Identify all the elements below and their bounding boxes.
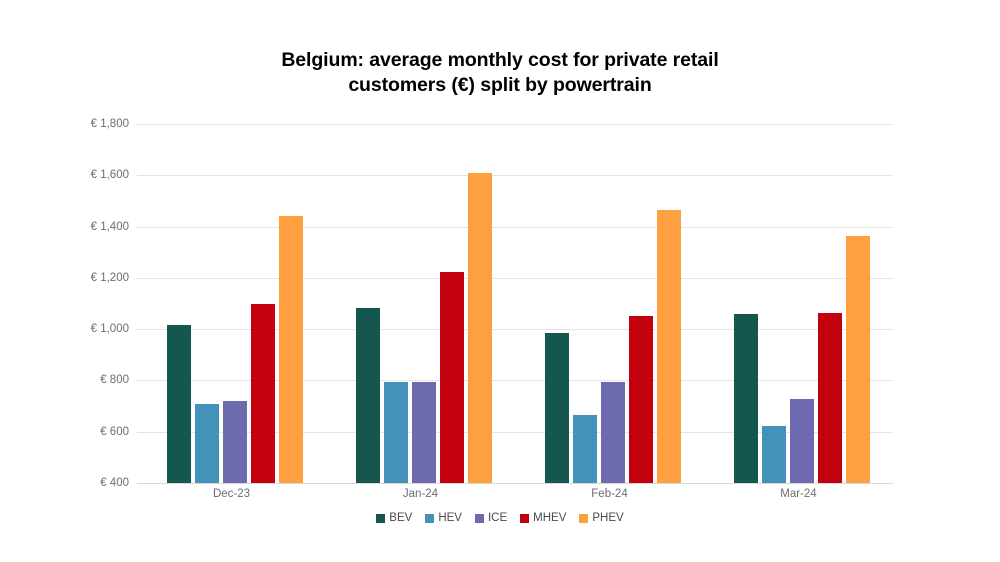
bar-mhev-feb-24 [628,316,653,483]
bar-phev-feb-24 [656,209,681,483]
bar-hev-mar-24 [761,426,786,483]
legend-label: HEV [438,512,462,524]
y-axis-tick-label: € 1,200 [90,271,129,284]
x-axis-tick-label: Jan-24 [402,488,439,500]
chart-legend: BEV HEV ICE MHEV PHEV [0,512,1000,524]
bar-bev-feb-24 [544,333,569,483]
legend-item-bev[interactable]: BEV [376,512,412,524]
bar-hev-jan-24 [383,382,408,483]
x-axis-tick-label: Mar-24 [780,488,817,500]
chart-title: Belgium: average monthly cost for privat… [190,48,810,98]
bar-ice-feb-24 [600,382,625,483]
bar-bev-mar-24 [733,314,758,483]
legend-item-ice[interactable]: ICE [474,512,508,524]
bar-mhev-mar-24 [817,312,842,483]
gridline [137,277,893,279]
gridline [137,380,893,382]
x-axis-tick-label: Feb-24 [591,488,628,500]
gridline [137,483,893,484]
legend-item-mhev[interactable]: MHEV [520,512,566,524]
y-axis-tick-label: € 1,800 [90,118,129,130]
bar-phev-mar-24 [845,236,870,483]
legend-item-hev[interactable]: HEV [425,512,462,524]
y-axis-tick-label: € 600 [100,425,129,438]
legend-swatch-icon [520,513,530,523]
bar-phev-dec-23 [278,216,303,483]
y-axis-tick-label: € 400 [100,477,129,489]
bar-bev-jan-24 [355,308,380,483]
y-axis-tick-label: € 1,000 [90,323,129,336]
legend-swatch-icon [579,513,589,523]
legend-label: MHEV [533,512,567,524]
legend-swatch-icon [425,513,435,523]
chart-title-line-1: Belgium: average monthly cost for privat… [281,49,719,71]
gridline [137,226,893,228]
bar-mhev-jan-24 [439,272,464,483]
y-axis: € 1,800 € 1,600 € 1,400 € 1,200 € 1,000 € 800… [55,118,129,489]
gridline [137,431,893,433]
bar-ice-jan-24 [411,382,436,483]
bar-bev-dec-23 [166,324,191,483]
bars-layer [137,124,893,483]
legend-label: ICE [487,512,508,524]
legend-label: BEV [389,512,413,524]
x-axis: Dec-23 Jan-24 Feb-24 Mar-24 [137,488,893,506]
bar-mhev-dec-23 [250,304,275,483]
gridline [137,175,893,177]
y-axis-tick-label: € 1,600 [90,169,129,182]
y-axis-tick-label: € 1,400 [90,220,129,233]
gridline [137,124,893,125]
y-axis-tick-label: € 800 [100,374,129,387]
bar-ice-mar-24 [789,399,814,483]
legend-item-phev[interactable]: PHEV [579,512,624,524]
legend-swatch-icon [474,513,484,523]
bar-hev-dec-23 [194,403,219,483]
gridline [137,329,893,331]
legend-label: PHEV [592,512,624,524]
chart-title-line-2: customers (€) split by powertrain [348,74,652,96]
bar-hev-feb-24 [572,415,597,483]
bar-phev-jan-24 [467,172,492,483]
legend-swatch-icon [376,513,386,523]
bar-ice-dec-23 [222,401,247,483]
x-axis-tick-label: Dec-23 [212,488,251,500]
plot-area-gridlines [137,124,893,484]
